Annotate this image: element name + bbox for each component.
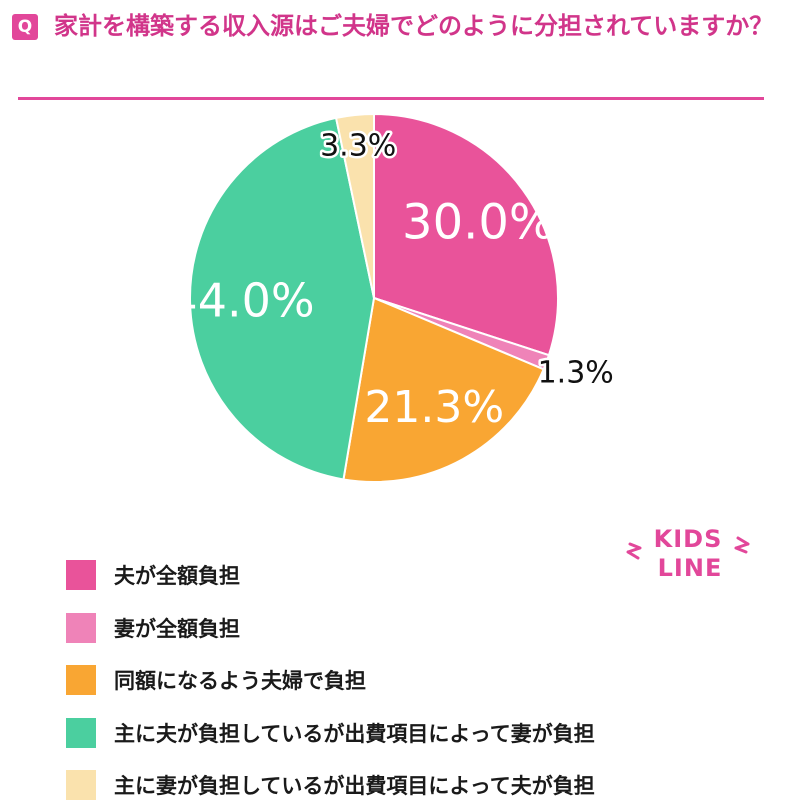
legend-label: 主に妻が負担しているが出費項目によって夫が負担: [114, 774, 595, 799]
legend-swatch: [66, 770, 96, 801]
logo-line-1: KIDS: [654, 525, 723, 553]
legend-item-mainly-husband: 主に夫が負担しているが出費項目によって妻が負担: [66, 707, 595, 760]
title-divider: [18, 97, 764, 100]
pie-slice-mainly-husband: [189, 116, 376, 481]
legend-label: 妻が全額負担: [114, 616, 240, 641]
legend-swatch: [66, 612, 96, 643]
legend-swatch: [66, 665, 96, 696]
logo-left-hand: [626, 542, 642, 560]
pie-label-mainly-husband: 44.0%: [168, 274, 314, 328]
legend-item-mainly-wife: 主に妻が負担しているが出費項目によって夫が負担: [66, 759, 595, 812]
kids-line-logo: KIDS LINE: [626, 525, 750, 582]
legend-item-wife-full: 妻が全額負担: [66, 602, 595, 655]
chart-legend: 夫が全額負担 妻が全額負担 同額になるよう夫婦で負担 主に夫が負担しているが出費…: [66, 549, 595, 812]
pie-label-same-amount: 21.3%: [364, 382, 504, 433]
pie-chart: 30.0% 1.3% 21.3% 44.0% 3.3%: [168, 112, 614, 483]
legend-swatch: [66, 560, 96, 591]
legend-label: 夫が全額負担: [114, 564, 240, 589]
legend-label: 主に夫が負担しているが出費項目によって妻が負担: [114, 721, 595, 746]
pie-label-wife-full: 1.3%: [538, 356, 614, 391]
question-title: 家計を構築する収入源はご夫婦でどのように分担されていますか？: [54, 12, 774, 40]
legend-item-husband-full: 夫が全額負担: [66, 549, 595, 602]
question-badge: Q: [12, 14, 38, 40]
legend-label: 同額になるよう夫婦で負担: [114, 669, 366, 694]
pie-slice-mainly-wife: [334, 112, 375, 299]
logo-line-2: LINE: [658, 554, 723, 582]
logo-right-hand: [734, 536, 750, 554]
pie-slice-husband-full: [373, 112, 559, 357]
legend-swatch: [66, 717, 96, 748]
pie-label-husband-full: 30.0%: [402, 194, 554, 250]
pie-label-mainly-wife: 3.3%: [320, 129, 396, 164]
legend-item-same-amount: 同額になるよう夫婦で負担: [66, 654, 595, 707]
pie-slice-same-amount: [342, 296, 545, 483]
